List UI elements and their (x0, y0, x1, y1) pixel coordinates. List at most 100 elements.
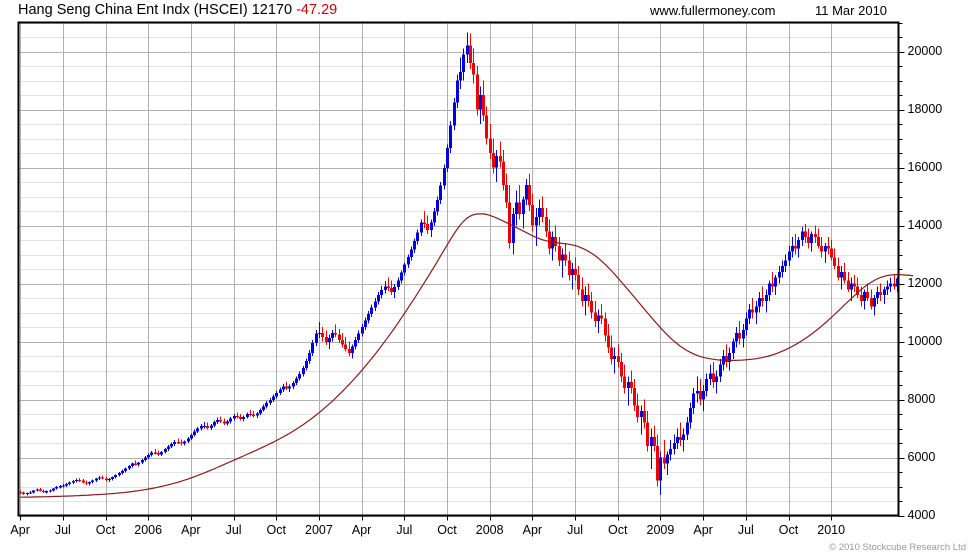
candle-body-down (236, 416, 239, 418)
candle-body-up (883, 289, 886, 296)
candle-body-up (535, 216, 538, 226)
candle-body-down (42, 490, 45, 493)
candle-body-up (36, 489, 39, 491)
candle-body-down (344, 344, 347, 349)
candle-body-up (164, 449, 167, 452)
x-axis-tick-label: Apr (351, 522, 372, 537)
candle-body-down (712, 373, 715, 383)
candle-body-up (311, 342, 314, 354)
candle-body-up (886, 286, 889, 290)
candle-body-down (827, 245, 830, 249)
x-axis-tick-label: Apr (181, 522, 201, 537)
candle-body-up (272, 396, 275, 400)
candle-body-up (52, 488, 55, 491)
candle-body-down (482, 95, 485, 116)
price-change: -47.29 (296, 2, 338, 18)
candle-body-up (627, 382, 630, 388)
candle-body-up (439, 185, 442, 200)
candle-body-down (285, 386, 288, 389)
candle-body-down (499, 155, 502, 162)
candle-body-up (876, 292, 879, 298)
candle-body-up (170, 444, 173, 447)
candle-body-up (26, 492, 29, 495)
candle-body-up (758, 298, 761, 307)
candle-body-down (751, 309, 754, 313)
candle-body-down (604, 318, 607, 336)
candle-body-up (692, 393, 695, 409)
candle-body-down (738, 332, 741, 339)
candle-body-down (508, 202, 511, 243)
candle-body-up (196, 428, 199, 432)
candle-body-up (295, 378, 298, 383)
candle-body-down (325, 337, 328, 343)
candle-body-up (420, 222, 423, 233)
candle-body-up (597, 315, 600, 322)
x-axis-tick-label: 2009 (646, 522, 675, 537)
x-axis-tick-label: Oct (778, 522, 799, 537)
candle-body-up (256, 413, 259, 416)
candle-body-down (531, 205, 534, 226)
candle-body-up (380, 289, 383, 296)
candle-body-up (95, 478, 98, 481)
candle-body-up (650, 437, 653, 446)
candle-body-up (308, 353, 311, 362)
candle-body-up (613, 356, 616, 359)
candle-body-up (797, 240, 800, 249)
candle-body-up (446, 147, 449, 169)
candle-body-down (594, 312, 597, 322)
candle-body-up (233, 416, 236, 419)
y-axis-tick-label: 18000 (907, 101, 943, 116)
candle-body-up (768, 283, 771, 296)
y-axis-tick-label: 8000 (907, 391, 936, 406)
y-axis-tick-label: 20000 (907, 43, 943, 58)
candle-body-down (653, 437, 656, 446)
candle-body-up (689, 408, 692, 423)
candle-body-down (154, 452, 157, 454)
candle-body-up (561, 254, 564, 261)
candle-body-up (246, 414, 249, 417)
candle-body-up (453, 102, 456, 126)
candle-body-down (568, 260, 571, 275)
candle-body-up (686, 422, 689, 435)
candle-body-up (229, 418, 232, 422)
candle-body-down (633, 387, 636, 406)
candle-body-up (351, 346, 354, 354)
candle-body-up (364, 320, 367, 327)
candle-body-up (863, 292, 866, 301)
candle-body-down (574, 269, 577, 275)
candle-body-down (78, 479, 81, 482)
candle-body-up (190, 434, 193, 439)
x-axis-tick-label: Apr (522, 522, 543, 537)
candle-body-down (390, 287, 393, 293)
candle-body-down (472, 63, 475, 75)
x-axis-tick-label: Jul (567, 522, 584, 537)
candle-body-down (761, 298, 764, 301)
candle-body-down (489, 138, 492, 153)
y-axis-tick-label: 14000 (907, 217, 943, 232)
candle-body-up (824, 245, 827, 252)
candle-body-down (134, 463, 137, 465)
candle-body-up (384, 286, 387, 290)
candle-body-down (847, 280, 850, 290)
candle-body-down (581, 289, 584, 301)
candle-body-down (804, 231, 807, 238)
candle-body-up (682, 434, 685, 441)
x-axis-tick-label: Jul (396, 522, 413, 537)
candle-body-down (502, 161, 505, 185)
candle-body-up (147, 454, 150, 458)
candle-body-up (466, 45, 469, 55)
candle-body-up (433, 211, 436, 223)
candle-body-down (853, 283, 856, 287)
candle-body-up (328, 338, 331, 343)
candle-body-up (150, 452, 153, 455)
candle-body-up (226, 421, 229, 424)
candle-body-down (814, 234, 817, 238)
candle-body-up (91, 480, 94, 483)
candle-body-up (357, 333, 360, 341)
candle-body-up (774, 277, 777, 287)
source-website: www.fullermoney.com (650, 3, 776, 18)
candle-body-up (640, 411, 643, 417)
candle-body-up (55, 486, 58, 489)
candle-body-down (334, 332, 337, 335)
